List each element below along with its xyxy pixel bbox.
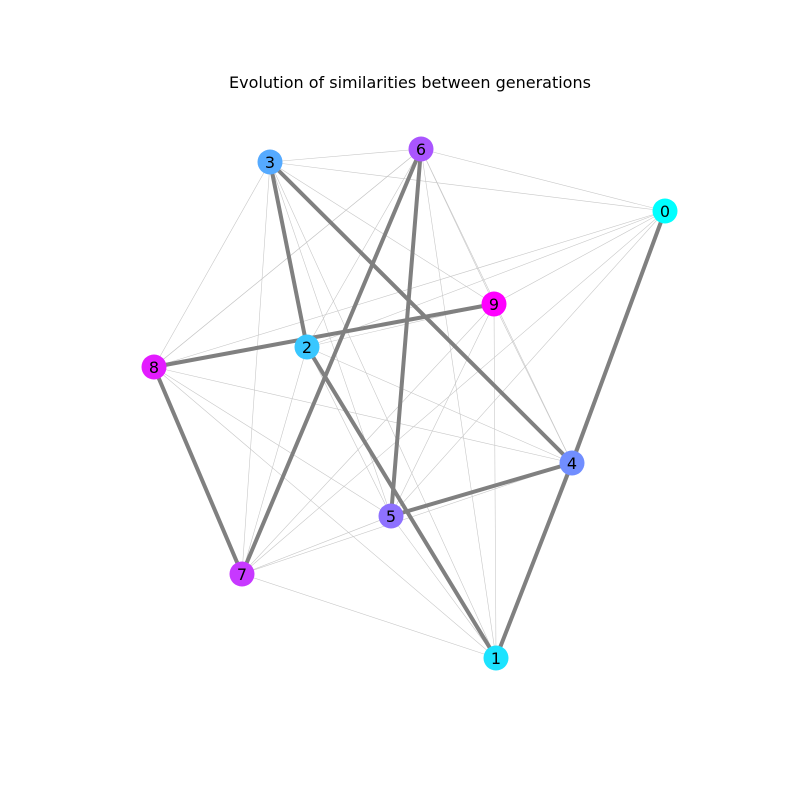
weak-edge-3-1 — [269, 161, 497, 659]
weak-edge-7-4 — [241, 462, 573, 575]
weak-edge-2-7 — [241, 346, 308, 575]
node-9 — [481, 291, 507, 317]
node-6 — [408, 136, 434, 162]
strong-edge-4-1 — [494, 461, 574, 660]
strong-edge-3-2 — [268, 160, 309, 349]
node-label-4: 4 — [567, 454, 577, 473]
node-label-3: 3 — [265, 153, 275, 172]
node-label-5: 5 — [386, 507, 396, 526]
weak-edge-9-4 — [493, 303, 573, 464]
weak-edge-0-9 — [493, 210, 666, 305]
weak-edge-8-1 — [153, 366, 497, 659]
nodes-layer: 0 1 2 3 4 5 6 7 8 9 — [141, 136, 678, 671]
weak-edge-3-9 — [269, 161, 495, 305]
weak-edge-3-5 — [269, 161, 392, 517]
node-label-8: 8 — [149, 358, 159, 377]
node-1 — [483, 645, 509, 671]
weak-edge-6-0 — [420, 148, 666, 212]
weak-edge-0-5 — [390, 210, 666, 517]
chart-title: Evolution of similarities between genera… — [229, 73, 591, 92]
strong-edge-5-6 — [389, 147, 423, 518]
weak-edge-5-1 — [390, 515, 497, 659]
weak-edge-9-1 — [493, 303, 497, 659]
weak-edge-3-0 — [269, 161, 666, 212]
weak-edge-0-7 — [241, 210, 666, 575]
strong-edge-0-4 — [570, 209, 667, 465]
node-2 — [294, 334, 320, 360]
weak-edge-0-2 — [306, 210, 666, 348]
strong-edge-3-4 — [268, 160, 574, 465]
node-label-0: 0 — [660, 202, 670, 221]
weak-edge-8-4 — [153, 366, 573, 464]
weak-edges-layer — [153, 148, 666, 659]
strong-edges-layer — [152, 147, 667, 660]
node-4 — [559, 450, 585, 476]
weak-edge-2-4 — [306, 346, 573, 464]
strong-edge-7-8 — [152, 365, 244, 576]
weak-edge-3-6 — [269, 148, 422, 163]
node-label-1: 1 — [491, 649, 501, 668]
node-label-6: 6 — [416, 140, 426, 159]
strong-edge-8-9 — [152, 302, 496, 369]
node-label-7: 7 — [237, 565, 247, 584]
node-8 — [141, 354, 167, 380]
weak-edge-3-7 — [241, 161, 271, 575]
strong-edge-2-1 — [305, 345, 498, 660]
node-5 — [378, 503, 404, 529]
node-label-9: 9 — [489, 295, 499, 314]
node-label-2: 2 — [302, 338, 312, 357]
strong-edge-6-7 — [240, 147, 423, 576]
weak-edge-8-5 — [153, 366, 392, 517]
weak-edge-9-5 — [390, 303, 495, 517]
weak-edge-3-8 — [153, 161, 271, 368]
weak-edge-6-2 — [306, 148, 422, 348]
node-3 — [257, 149, 283, 175]
weak-edge-6-1 — [420, 148, 497, 659]
node-0 — [652, 198, 678, 224]
node-7 — [229, 561, 255, 587]
weak-edge-7-5 — [241, 515, 392, 575]
strong-edge-4-5 — [389, 461, 574, 518]
weak-edge-2-5 — [306, 346, 392, 517]
weak-edge-7-1 — [241, 573, 497, 659]
weak-edge-9-7 — [241, 303, 495, 575]
